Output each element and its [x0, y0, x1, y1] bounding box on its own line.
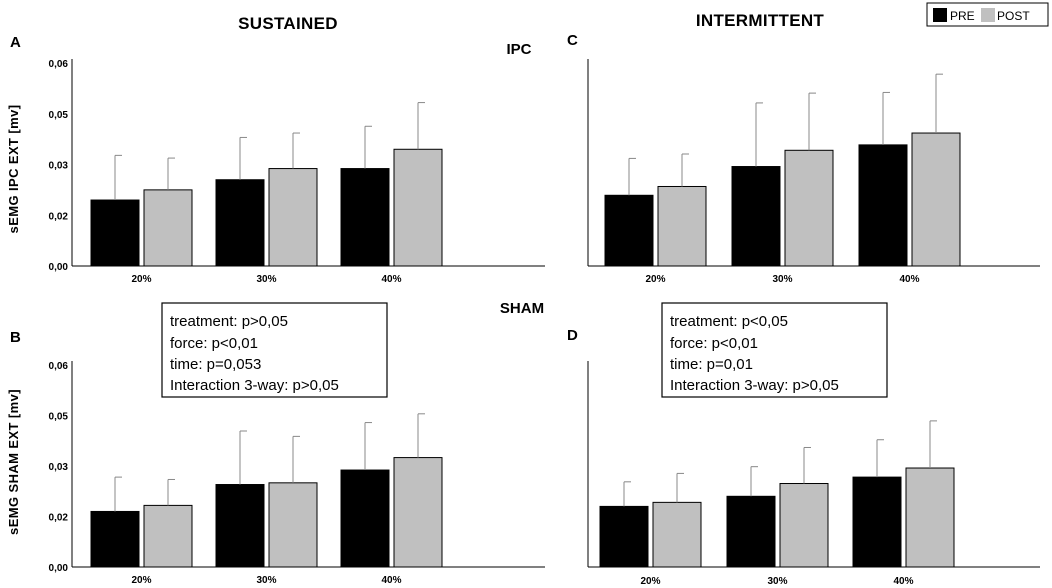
x-tick-label: 40%: [893, 576, 913, 587]
bar-pre: [852, 476, 902, 568]
chart-panel-b: 0,00 0,02 0,03 0,05 0,06 20% 30% 40%: [49, 361, 545, 586]
bar-pre: [340, 469, 390, 568]
bar-post: [905, 467, 955, 568]
bar-pre: [215, 484, 265, 568]
stats-line: time: p=0,053: [170, 356, 261, 373]
bar-pre: [604, 194, 654, 267]
y-tick-label: 0,00: [49, 262, 69, 273]
x-tick-label: 20%: [131, 274, 151, 285]
x-tick-label: 20%: [131, 575, 151, 586]
bar-post: [393, 457, 443, 568]
bar-pre: [215, 179, 265, 267]
bar-post: [784, 149, 834, 267]
bar-pre: [858, 144, 908, 267]
y-tick-label: 0,02: [49, 513, 69, 524]
chart-panel-a: 0,00 0,02 0,03 0,05 0,06 20% 30% 40%: [49, 59, 545, 285]
stats-line: treatment: p>0,05: [170, 313, 288, 330]
panel-letter-b: B: [10, 329, 21, 346]
chart-panel-d: 20% 30% 40%: [587, 361, 1040, 587]
y-tick-label: 0,02: [49, 211, 69, 222]
x-tick-label: 30%: [767, 576, 787, 587]
stats-line: Interaction 3-way: p>0,05: [670, 377, 839, 394]
y-tick-label: 0,05: [49, 412, 69, 423]
y-tick-label: 0,03: [49, 161, 69, 172]
bar-pre: [340, 168, 390, 267]
stats-line: Interaction 3-way: p>0,05: [170, 377, 339, 394]
x-tick-label: 40%: [899, 274, 919, 285]
x-tick-label: 30%: [256, 575, 276, 586]
bar-pre: [90, 510, 140, 568]
legend-swatch-post: [981, 8, 995, 22]
x-tick-label: 40%: [381, 575, 401, 586]
bar-post: [652, 501, 702, 568]
stats-line: force: p<0,01: [670, 335, 758, 352]
y-tick-label: 0,00: [49, 563, 69, 574]
y-tick-label: 0,03: [49, 462, 69, 473]
panel-letter-c: C: [567, 32, 578, 49]
bar-pre: [726, 495, 776, 568]
bar-pre: [731, 166, 781, 267]
bar-post: [143, 189, 193, 267]
y-tick-label: 0,06: [49, 59, 69, 70]
stats-box-border: [161, 302, 388, 398]
stats-line: treatment: p<0,05: [670, 313, 788, 330]
bar-post: [143, 504, 193, 568]
y-tick-label: 0,06: [49, 361, 69, 372]
bar-pre: [90, 199, 140, 267]
stats-line: force: p<0,01: [170, 335, 258, 352]
x-tick-label: 20%: [645, 274, 665, 285]
legend-label-pre: PRE: [950, 9, 975, 23]
legend-swatch-pre: [933, 8, 947, 22]
stats-line: time: p=0,01: [670, 356, 753, 373]
x-tick-label: 20%: [640, 576, 660, 587]
legend: PRE POST: [926, 2, 1049, 27]
ylabel-sham: sEMG SHAM EXT [mv]: [6, 389, 21, 535]
stats-box-sustained: treatment: p>0,05 force: p<0,01 time: p=…: [161, 302, 388, 398]
y-tick-label: 0,05: [49, 110, 69, 121]
stats-box-intermittent: treatment: p<0,05 force: p<0,01 time: p=…: [661, 302, 888, 398]
col-title-intermittent: INTERMITTENT: [696, 11, 825, 30]
bar-post: [779, 483, 829, 568]
bar-post: [911, 132, 961, 267]
bar-post: [268, 482, 318, 568]
panel-letter-a: A: [10, 34, 21, 51]
bar-pre: [599, 505, 649, 568]
bar-post: [657, 185, 707, 267]
row-title-sham: SHAM: [500, 300, 544, 317]
bar-post: [268, 168, 318, 267]
ylabel-ipc: sEMG IPC EXT [mv]: [6, 105, 21, 234]
stats-box-border: [661, 302, 888, 398]
x-tick-label: 40%: [381, 274, 401, 285]
col-title-sustained: SUSTAINED: [238, 14, 338, 33]
bar-post: [393, 148, 443, 267]
legend-label-post: POST: [997, 9, 1030, 23]
panel-letter-d: D: [567, 327, 578, 344]
chart-panel-c: 20% 30% 40%: [587, 59, 1040, 285]
x-tick-label: 30%: [772, 274, 792, 285]
row-title-ipc: IPC: [506, 41, 531, 58]
x-tick-label: 30%: [256, 274, 276, 285]
